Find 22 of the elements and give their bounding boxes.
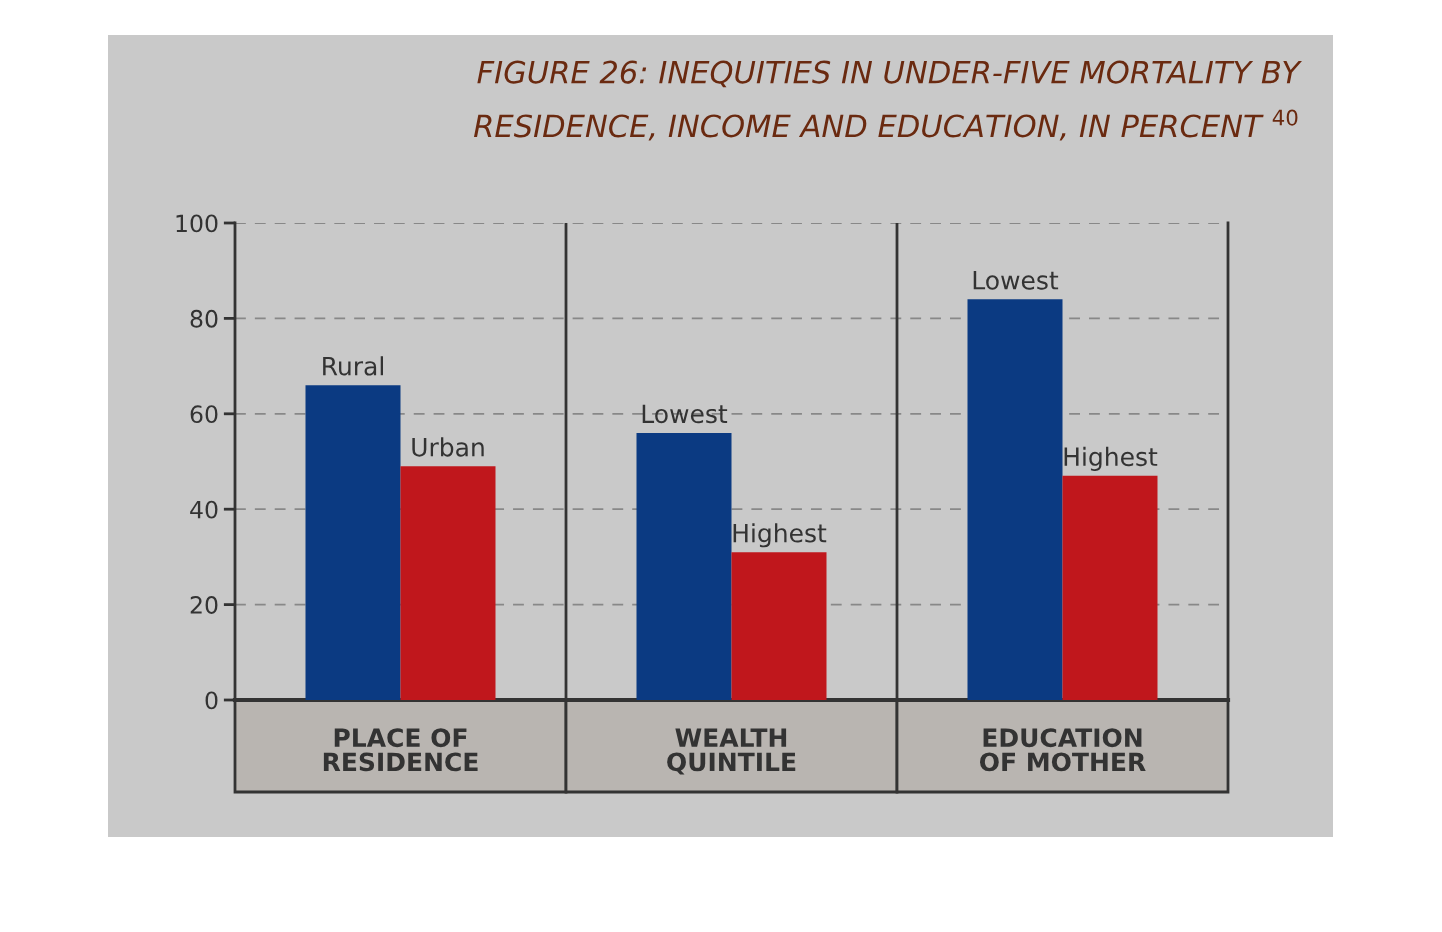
y-tick-label: 20 xyxy=(190,596,218,614)
y-tick-label: 0 xyxy=(205,691,218,710)
bar xyxy=(400,466,496,700)
bar xyxy=(731,552,827,700)
x-tick-label: EDUCATION OF MOTHER xyxy=(980,728,1146,772)
annotation: Highest xyxy=(733,523,827,548)
x-tick-label: WEALTH QUINTILE xyxy=(667,728,796,775)
bar xyxy=(636,432,732,700)
y-tick-label: 40 xyxy=(190,500,218,519)
annotation: Highest xyxy=(1064,446,1158,472)
annotation: Lowest xyxy=(973,271,1059,290)
bar xyxy=(967,299,1063,700)
y-tick-label: 100 xyxy=(176,214,218,233)
annotation: Rural xyxy=(323,356,383,376)
annotation: Urban xyxy=(412,437,484,457)
annotation: Lowest xyxy=(642,404,728,424)
bar xyxy=(1062,475,1158,700)
y-tick-label: 80 xyxy=(190,309,218,328)
y-tick-label: 60 xyxy=(190,405,218,424)
chart-title: FIGURE 26: INEQUITIES IN UNDER-FIVE MORTALITY BY RESIDENCE, INCOME AND EDUCATION, IN PERCENT $^{40}$ xyxy=(473,60,1302,141)
bar xyxy=(305,385,401,700)
x-tick-label: PLACE OF RESIDENCE xyxy=(323,728,478,772)
